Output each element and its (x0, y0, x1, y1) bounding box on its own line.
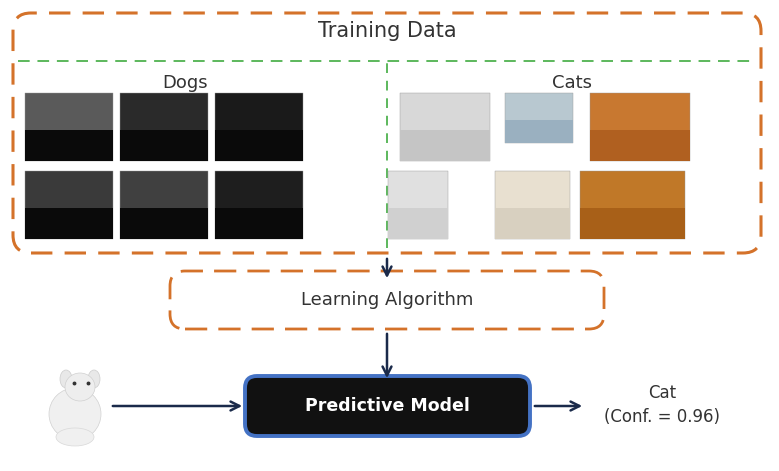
Ellipse shape (65, 373, 95, 401)
FancyBboxPatch shape (215, 130, 303, 161)
FancyBboxPatch shape (25, 208, 113, 239)
Text: Predictive Model: Predictive Model (305, 397, 470, 415)
FancyBboxPatch shape (25, 93, 113, 161)
Ellipse shape (56, 428, 94, 446)
Text: (Conf. = 0.96): (Conf. = 0.96) (604, 408, 720, 426)
FancyBboxPatch shape (215, 93, 303, 161)
FancyBboxPatch shape (25, 130, 113, 161)
FancyBboxPatch shape (245, 376, 530, 436)
FancyBboxPatch shape (400, 130, 490, 161)
FancyBboxPatch shape (505, 93, 573, 143)
FancyBboxPatch shape (25, 171, 113, 239)
FancyBboxPatch shape (120, 171, 208, 239)
FancyBboxPatch shape (215, 208, 303, 239)
FancyBboxPatch shape (590, 93, 690, 161)
Text: Dogs: Dogs (162, 74, 208, 92)
FancyBboxPatch shape (215, 171, 303, 239)
Ellipse shape (49, 388, 101, 440)
FancyBboxPatch shape (400, 93, 490, 161)
Text: Cat: Cat (648, 384, 676, 402)
FancyBboxPatch shape (120, 93, 208, 161)
FancyBboxPatch shape (580, 171, 685, 239)
FancyBboxPatch shape (580, 208, 685, 239)
FancyBboxPatch shape (505, 121, 573, 143)
Ellipse shape (60, 370, 72, 388)
FancyBboxPatch shape (388, 208, 448, 239)
Ellipse shape (88, 370, 100, 388)
FancyBboxPatch shape (495, 208, 570, 239)
FancyBboxPatch shape (388, 171, 448, 239)
Text: Cats: Cats (552, 74, 592, 92)
FancyBboxPatch shape (120, 208, 208, 239)
Text: Training Data: Training Data (318, 21, 456, 41)
FancyBboxPatch shape (120, 130, 208, 161)
FancyBboxPatch shape (590, 130, 690, 161)
Text: Learning Algorithm: Learning Algorithm (301, 291, 473, 309)
FancyBboxPatch shape (495, 171, 570, 239)
